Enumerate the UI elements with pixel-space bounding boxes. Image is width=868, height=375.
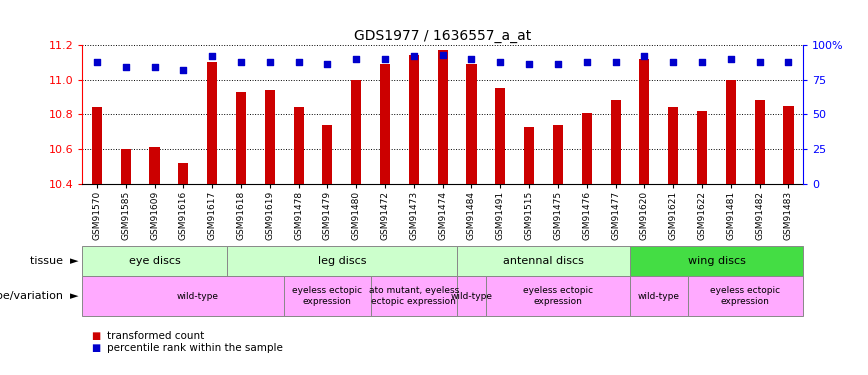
- Point: [90, 58, 104, 64]
- Point: [523, 62, 536, 68]
- Bar: [784, 106, 793, 184]
- Text: leg discs: leg discs: [318, 256, 366, 266]
- Point: [580, 58, 594, 64]
- Bar: [236, 92, 246, 184]
- Point: [436, 52, 450, 58]
- Point: [205, 53, 219, 59]
- Bar: [553, 125, 563, 184]
- Text: wild-type: wild-type: [450, 292, 492, 301]
- Point: [695, 58, 709, 64]
- Bar: [726, 80, 736, 184]
- Point: [781, 58, 795, 64]
- Bar: [409, 56, 419, 184]
- Text: eyeless ectopic
expression: eyeless ectopic expression: [523, 286, 593, 306]
- Bar: [610, 100, 621, 184]
- Point: [119, 64, 133, 70]
- Bar: [630, 246, 803, 276]
- Bar: [82, 246, 227, 276]
- Text: transformed count: transformed count: [107, 332, 204, 341]
- Point: [724, 56, 738, 62]
- Bar: [486, 276, 630, 316]
- Bar: [640, 59, 649, 184]
- Text: eyeless ectopic
expression: eyeless ectopic expression: [293, 286, 363, 306]
- Text: ■: ■: [91, 332, 101, 341]
- Point: [176, 67, 190, 73]
- Point: [292, 58, 306, 64]
- Text: eyeless ectopic
expression: eyeless ectopic expression: [710, 286, 780, 306]
- Point: [493, 58, 507, 64]
- Bar: [437, 50, 448, 184]
- Point: [320, 62, 334, 68]
- Bar: [178, 163, 188, 184]
- Bar: [149, 147, 160, 184]
- Point: [349, 56, 363, 62]
- Point: [753, 58, 766, 64]
- Text: wing discs: wing discs: [687, 256, 746, 266]
- Bar: [284, 276, 371, 316]
- Bar: [668, 107, 678, 184]
- Text: ■: ■: [91, 343, 101, 352]
- Text: antennal discs: antennal discs: [503, 256, 584, 266]
- Point: [608, 58, 622, 64]
- Point: [464, 56, 478, 62]
- Bar: [82, 276, 313, 316]
- Bar: [121, 149, 131, 184]
- Bar: [496, 88, 505, 184]
- Text: genotype/variation  ►: genotype/variation ►: [0, 291, 78, 301]
- Bar: [687, 276, 803, 316]
- Text: percentile rank within the sample: percentile rank within the sample: [107, 343, 283, 352]
- Bar: [352, 80, 361, 184]
- Bar: [227, 246, 457, 276]
- Bar: [630, 276, 687, 316]
- Bar: [380, 64, 390, 184]
- Point: [667, 58, 681, 64]
- Point: [263, 58, 277, 64]
- Bar: [371, 276, 457, 316]
- Bar: [754, 100, 765, 184]
- Bar: [265, 90, 275, 184]
- Bar: [457, 246, 630, 276]
- Point: [551, 62, 565, 68]
- Text: tissue  ►: tissue ►: [30, 256, 78, 266]
- Text: wild-type: wild-type: [177, 292, 219, 301]
- Text: wild-type: wild-type: [638, 292, 680, 301]
- Bar: [524, 126, 534, 184]
- Title: GDS1977 / 1636557_a_at: GDS1977 / 1636557_a_at: [354, 28, 531, 43]
- Bar: [582, 112, 592, 184]
- Point: [148, 64, 161, 70]
- Bar: [293, 107, 304, 184]
- Point: [637, 53, 651, 59]
- Bar: [207, 62, 217, 184]
- Bar: [457, 276, 486, 316]
- Point: [378, 56, 392, 62]
- Text: eye discs: eye discs: [128, 256, 181, 266]
- Bar: [92, 107, 102, 184]
- Bar: [322, 125, 332, 184]
- Text: ato mutant, eyeless
ectopic expression: ato mutant, eyeless ectopic expression: [369, 286, 459, 306]
- Point: [407, 53, 421, 59]
- Bar: [466, 64, 477, 184]
- Point: [234, 58, 248, 64]
- Bar: [697, 111, 707, 184]
